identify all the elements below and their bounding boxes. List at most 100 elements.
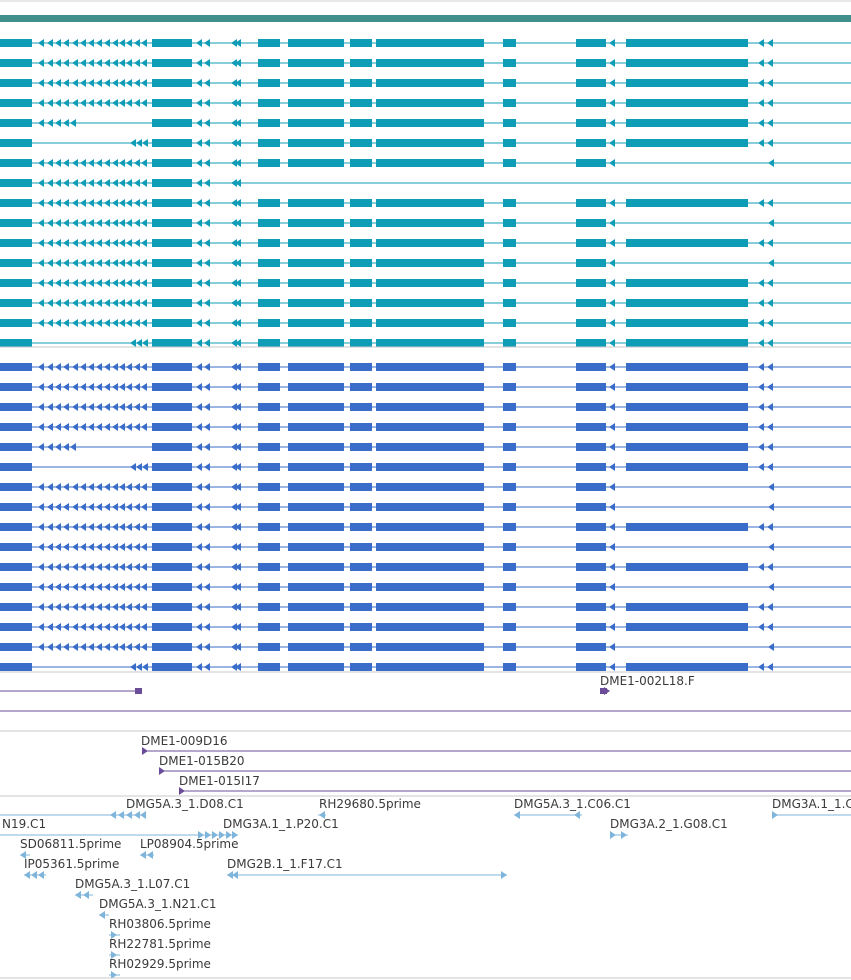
strand-arrow-icon — [758, 239, 764, 247]
est-label[interactable]: DMG2B.1_1.F17.C1 — [227, 857, 343, 871]
strand-arrow-icon — [235, 523, 241, 531]
est-arrow-icon — [126, 811, 132, 819]
est-label[interactable]: IP05361.5prime — [24, 857, 119, 871]
est-label[interactable]: SD06811.5prime — [20, 837, 121, 851]
exon-block — [350, 643, 372, 651]
exon-block — [0, 603, 32, 611]
strand-arrow-icon — [204, 643, 210, 651]
exon-block — [350, 99, 372, 107]
est-label[interactable]: DMG3A.1_1.C — [772, 797, 851, 811]
strand-arrow-icon — [609, 603, 615, 611]
strand-arrow-icon — [63, 79, 69, 87]
est-label[interactable]: RH29680.5prime — [319, 797, 421, 811]
strand-arrow-icon — [80, 159, 86, 167]
clone-end-block — [135, 688, 142, 694]
strand-arrow-icon — [196, 563, 202, 571]
exon-block — [0, 503, 32, 511]
strand-arrow-icon — [104, 543, 110, 551]
strand-arrow-icon — [767, 403, 773, 411]
strand-arrow-icon — [235, 483, 241, 491]
top-scroll-bar[interactable] — [0, 15, 851, 22]
strand-arrow-icon — [119, 179, 125, 187]
strand-arrow-icon — [88, 299, 94, 307]
exon-block — [626, 403, 748, 411]
est-label[interactable]: DMG5A.3_1.C06.C1 — [514, 797, 631, 811]
est-label[interactable]: RH02929.5prime — [109, 957, 211, 971]
est-label[interactable]: DMG5A.3_1.D08.C1 — [126, 797, 244, 811]
strand-arrow-icon — [126, 483, 132, 491]
clone-label[interactable]: DME1-002L18.F — [600, 674, 695, 688]
exon-block — [258, 259, 280, 267]
strand-arrow-icon — [231, 59, 237, 67]
est-label[interactable]: DMG3A.1_1.P20.C1 — [223, 817, 339, 831]
exon-block — [503, 259, 516, 267]
strand-arrow-icon — [63, 119, 69, 127]
strand-arrow-icon — [104, 59, 110, 67]
clone-label[interactable]: DME1-009D16 — [141, 734, 228, 748]
exon-block — [258, 219, 280, 227]
strand-arrow-icon — [88, 159, 94, 167]
strand-arrow-icon — [767, 239, 773, 247]
est-arrow-icon — [772, 811, 778, 819]
strand-arrow-icon — [609, 483, 615, 491]
strand-arrow-icon — [80, 363, 86, 371]
strand-arrow-icon — [38, 523, 44, 531]
strand-arrow-icon — [231, 319, 237, 327]
strand-arrow-icon — [112, 199, 118, 207]
strand-arrow-icon — [38, 179, 44, 187]
strand-arrow-icon — [112, 563, 118, 571]
strand-arrow-icon — [609, 199, 615, 207]
exon-block — [350, 423, 372, 431]
strand-arrow-icon — [38, 159, 44, 167]
strand-arrow-icon — [196, 159, 202, 167]
strand-arrow-icon — [126, 239, 132, 247]
strand-arrow-icon — [80, 423, 86, 431]
clone-label[interactable]: DME1-015B20 — [159, 754, 245, 768]
strand-arrow-icon — [758, 139, 764, 147]
strand-arrow-icon — [119, 623, 125, 631]
exon-block — [350, 603, 372, 611]
exon-block — [0, 523, 32, 531]
exon-block — [0, 239, 32, 247]
strand-arrow-icon — [55, 583, 61, 591]
strand-arrow-icon — [231, 503, 237, 511]
strand-arrow-icon — [196, 339, 202, 347]
est-label[interactable]: RH03806.5prime — [109, 917, 211, 931]
est-label[interactable]: DMG5A.3_1.N21.C1 — [99, 897, 217, 911]
strand-arrow-icon — [112, 279, 118, 287]
est-label[interactable]: N19.C1 — [2, 817, 46, 831]
strand-arrow-icon — [141, 219, 147, 227]
strand-arrow-icon — [72, 363, 78, 371]
strand-arrow-icon — [767, 463, 773, 471]
exon-block — [152, 423, 192, 431]
strand-arrow-icon — [88, 583, 94, 591]
exon-block — [503, 199, 516, 207]
est-label[interactable]: LP08904.5prime — [140, 837, 239, 851]
strand-arrow-icon — [196, 643, 202, 651]
strand-arrow-icon — [609, 219, 615, 227]
strand-arrow-icon — [134, 259, 140, 267]
strand-arrow-icon — [63, 363, 69, 371]
strand-arrow-icon — [134, 39, 140, 47]
strand-arrow-icon — [63, 159, 69, 167]
est-label[interactable]: RH22781.5prime — [109, 937, 211, 951]
strand-arrow-icon — [134, 543, 140, 551]
strand-arrow-icon — [767, 443, 773, 451]
strand-arrow-icon — [231, 99, 237, 107]
exon-block — [626, 299, 748, 307]
strand-arrow-icon — [141, 79, 147, 87]
clone-label[interactable]: DME1-015I17 — [179, 774, 260, 788]
exon-block — [0, 403, 32, 411]
strand-arrow-icon — [126, 563, 132, 571]
exon-block — [258, 363, 280, 371]
exon-block — [350, 299, 372, 307]
est-label[interactable]: DMG3A.2_1.G08.C1 — [610, 817, 728, 831]
strand-arrow-icon — [767, 199, 773, 207]
strand-arrow-icon — [130, 463, 136, 471]
est-label[interactable]: DMG5A.3_1.L07.C1 — [75, 877, 190, 891]
strand-arrow-icon — [609, 443, 615, 451]
strand-arrow-icon — [609, 159, 615, 167]
strand-arrow-icon — [204, 443, 210, 451]
strand-arrow-icon — [63, 563, 69, 571]
